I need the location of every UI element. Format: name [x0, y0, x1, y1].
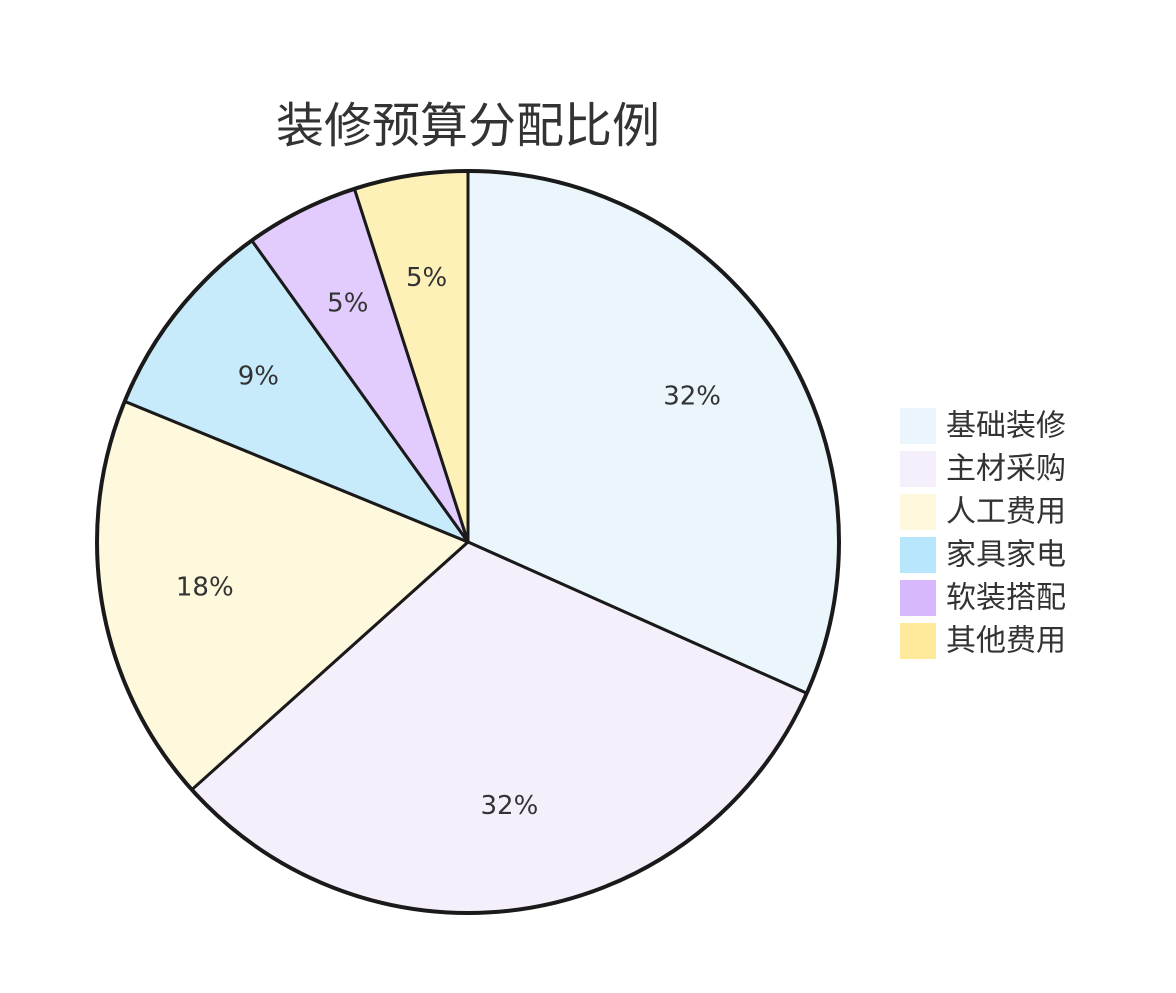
legend-label-4: 家具家电	[946, 538, 1066, 573]
legend-swatch-3	[900, 494, 936, 530]
legend-label-1: 基础装修	[946, 409, 1066, 444]
slice-label-1: 32%	[663, 382, 721, 412]
legend-label-2: 主材采购	[946, 452, 1066, 487]
legend-label-5: 软装搭配	[946, 581, 1066, 616]
slice-label-3: 18%	[176, 573, 234, 603]
legend-label-6: 其他费用	[946, 624, 1066, 659]
slice-labels: 32% 32% 18% 9% 5% 5%	[176, 263, 721, 821]
legend-swatch-6	[900, 623, 936, 659]
pie-slices	[95, 169, 841, 915]
legend-swatch-1	[900, 408, 936, 444]
slice-label-4: 9%	[238, 361, 279, 391]
chart-title: 装修预算分配比例	[276, 98, 660, 154]
legend-swatch-5	[900, 580, 936, 616]
pie-outline	[95, 169, 841, 915]
slice-label-5: 5%	[327, 288, 368, 318]
slice-label-2: 32%	[481, 791, 539, 821]
legend-label-3: 人工费用	[946, 495, 1066, 530]
slice-label-6: 5%	[406, 263, 447, 293]
legend-swatch-2	[900, 451, 936, 487]
legend-swatch-4	[900, 537, 936, 573]
